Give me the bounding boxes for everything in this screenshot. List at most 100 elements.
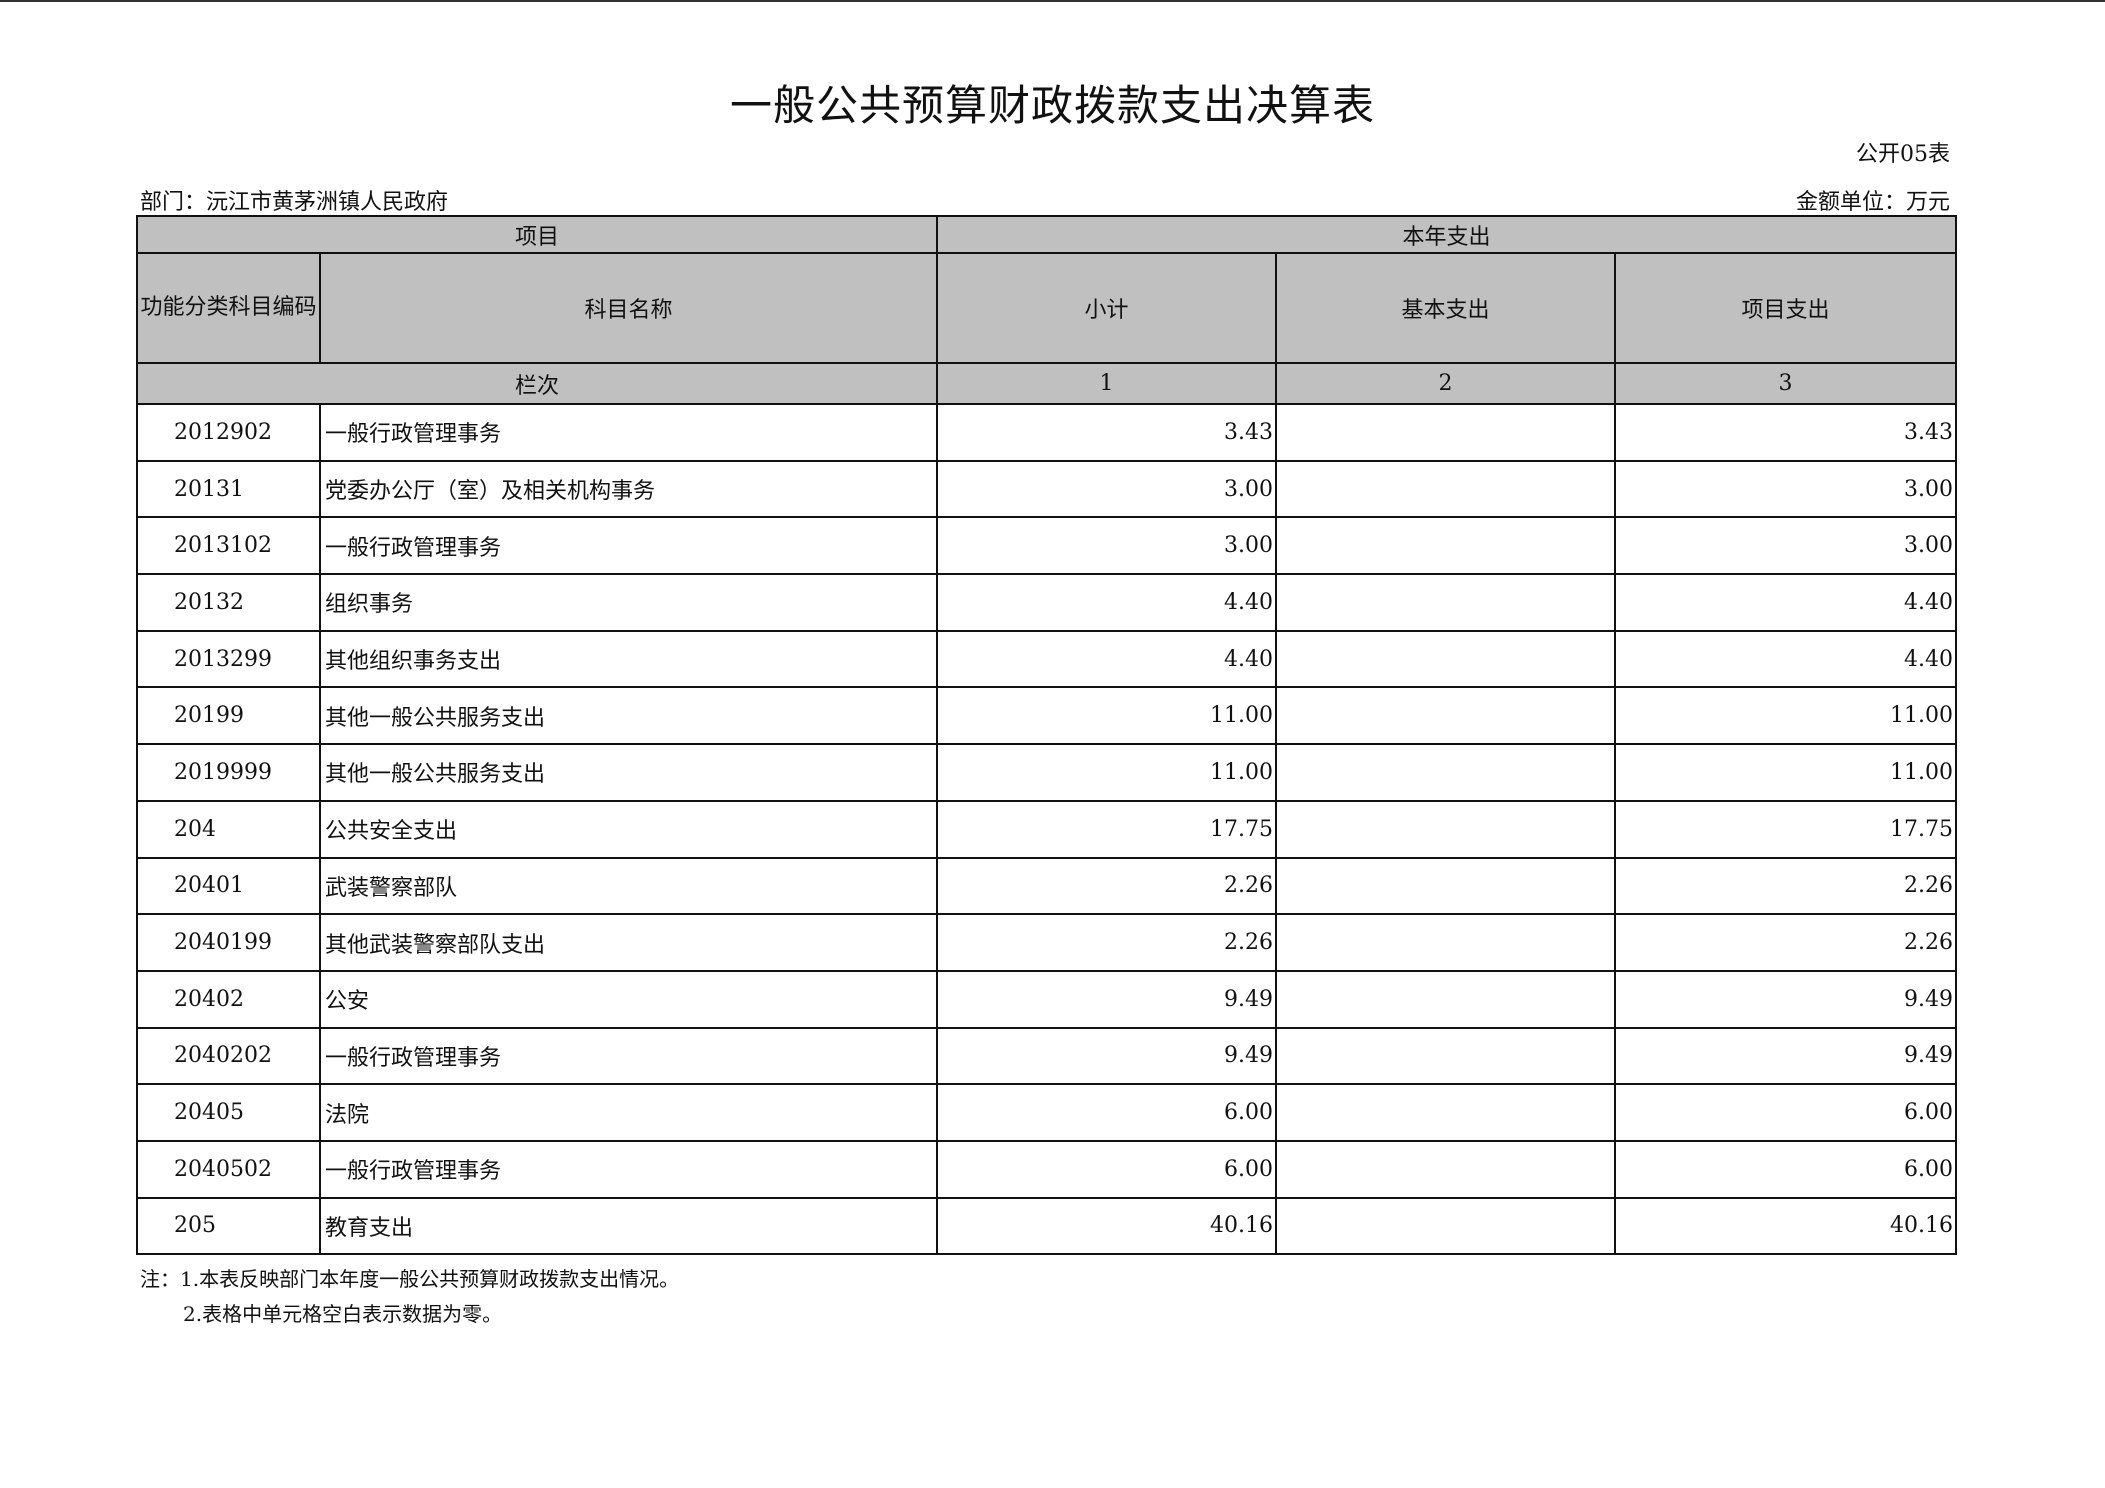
- cell-project: 6.00: [1614, 1139, 1958, 1199]
- cell-basic: [1275, 686, 1617, 746]
- cell-code: 20199: [136, 686, 321, 746]
- cell-code: 2012902: [136, 403, 321, 462]
- header-project-exp: 项目支出: [1614, 252, 1958, 364]
- header-name: 科目名称: [318, 252, 939, 364]
- cell-subtotal: 3.00: [936, 516, 1278, 576]
- cell-basic: [1275, 799, 1617, 859]
- cell-name: 党委办公厅（室）及相关机构事务: [318, 459, 939, 519]
- cell-code: 2019999: [136, 743, 321, 802]
- cell-project: 2.26: [1614, 856, 1958, 916]
- cell-project: 11.00: [1614, 743, 1958, 802]
- cell-code: 205: [136, 1196, 321, 1256]
- cell-project: 6.00: [1614, 1083, 1958, 1142]
- notes: 注：1.本表反映部门本年度一般公共预算财政拨款支出情况。 2.表格中单元格空白表…: [140, 1262, 679, 1332]
- cell-project: 4.40: [1614, 629, 1958, 689]
- cell-subtotal: 17.75: [936, 799, 1278, 859]
- cell-name: 公安: [318, 969, 939, 1029]
- cell-basic: [1275, 629, 1617, 689]
- cell-code: 2040502: [136, 1139, 321, 1199]
- cell-name: 组织事务: [318, 573, 939, 632]
- cell-subtotal: 6.00: [936, 1139, 1278, 1199]
- page-title: 一般公共预算财政拨款支出决算表: [729, 81, 1375, 130]
- cell-name: 其他组织事务支出: [318, 629, 939, 689]
- cell-basic: [1275, 743, 1617, 802]
- expenditure-table: 项目 本年支出 功能分类科目编码 科目名称 小计 基本支出 项目支出 栏次 1 …: [135, 215, 1958, 1256]
- unit-label: 金额单位：万元: [1795, 190, 1950, 215]
- cell-code: 20405: [136, 1083, 321, 1142]
- header-row-3: 栏次 1 2 3: [135, 362, 1958, 405]
- cell-code: 20401: [136, 856, 321, 916]
- cell-subtotal: 11.00: [936, 686, 1278, 746]
- top-border: [0, 0, 2105, 2]
- cell-project: 3.00: [1614, 459, 1958, 519]
- cell-basic: [1275, 459, 1617, 519]
- form-number: 公开05表: [1856, 142, 1950, 167]
- cell-subtotal: 40.16: [936, 1196, 1278, 1256]
- header-row-2: 功能分类科目编码 科目名称 小计 基本支出 项目支出: [136, 252, 1958, 364]
- cell-subtotal: 11.00: [936, 743, 1278, 802]
- table-row: 20401 武装警察部队 2.26 2.26: [136, 856, 1958, 916]
- cell-code: 204: [136, 799, 321, 859]
- cell-code: 20131: [136, 459, 321, 519]
- header-col2: 2: [1275, 362, 1617, 405]
- cell-code: 2040199: [136, 913, 321, 972]
- cell-name: 一般行政管理事务: [318, 516, 939, 576]
- cell-basic: [1275, 1196, 1617, 1256]
- header-column-order: 栏次: [135, 362, 939, 405]
- header-project: 项目: [135, 215, 939, 254]
- note-1: 注：1.本表反映部门本年度一般公共预算财政拨款支出情况。: [140, 1267, 680, 1291]
- table-row: 20402 公安 9.49 9.49: [136, 969, 1958, 1029]
- cell-name: 公共安全支出: [318, 799, 939, 859]
- cell-code: 2040202: [136, 1026, 321, 1086]
- cell-basic: [1275, 516, 1617, 576]
- cell-name: 法院: [318, 1083, 939, 1142]
- cell-code: 20402: [136, 969, 321, 1029]
- header-subtotal: 小计: [936, 252, 1278, 364]
- cell-name: 一般行政管理事务: [318, 403, 939, 462]
- cell-project: 2.26: [1614, 913, 1958, 972]
- cell-project: 11.00: [1614, 686, 1958, 746]
- cell-subtotal: 2.26: [936, 856, 1278, 916]
- cell-subtotal: 2.26: [936, 913, 1278, 972]
- cell-basic: [1275, 573, 1617, 632]
- header-col1: 1: [936, 362, 1278, 405]
- cell-subtotal: 3.00: [936, 459, 1278, 519]
- table-row: 20132 组织事务 4.40 4.40: [136, 573, 1958, 632]
- cell-subtotal: 3.43: [936, 403, 1278, 462]
- cell-project: 40.16: [1614, 1196, 1958, 1256]
- table-row: 2013102 一般行政管理事务 3.00 3.00: [136, 516, 1958, 576]
- cell-name: 一般行政管理事务: [318, 1026, 939, 1086]
- table-row: 2012902 一般行政管理事务 3.43 3.43: [136, 403, 1958, 462]
- table-row: 2040202 一般行政管理事务 9.49 9.49: [136, 1026, 1958, 1086]
- header-row-1: 项目 本年支出: [135, 215, 1958, 254]
- note-2: 2.表格中单元格空白表示数据为零。: [183, 1302, 503, 1326]
- cell-subtotal: 6.00: [936, 1083, 1278, 1142]
- department-label: 部门：沅江市黄茅洲镇人民政府: [140, 190, 449, 215]
- header-code: 功能分类科目编码: [136, 252, 321, 364]
- cell-project: 4.40: [1614, 573, 1958, 632]
- cell-code: 20132: [136, 573, 321, 632]
- cell-subtotal: 4.40: [936, 629, 1278, 689]
- cell-project: 17.75: [1614, 799, 1958, 859]
- table-row: 20131 党委办公厅（室）及相关机构事务 3.00 3.00: [136, 459, 1958, 519]
- cell-subtotal: 4.40: [936, 573, 1278, 632]
- cell-basic: [1275, 1026, 1617, 1086]
- cell-basic: [1275, 403, 1617, 462]
- table-row: 2040199 其他武装警察部队支出 2.26 2.26: [136, 913, 1958, 972]
- cell-name: 一般行政管理事务: [318, 1139, 939, 1199]
- table-row: 2013299 其他组织事务支出 4.40 4.40: [136, 629, 1958, 689]
- table-row: 2019999 其他一般公共服务支出 11.00 11.00: [136, 743, 1958, 802]
- cell-subtotal: 9.49: [936, 1026, 1278, 1086]
- cell-basic: [1275, 969, 1617, 1029]
- cell-basic: [1275, 856, 1617, 916]
- table-row: 20199 其他一般公共服务支出 11.00 11.00: [136, 686, 1958, 746]
- header-basic: 基本支出: [1275, 252, 1617, 364]
- cell-basic: [1275, 1083, 1617, 1142]
- cell-subtotal: 9.49: [936, 969, 1278, 1029]
- cell-project: 9.49: [1614, 1026, 1958, 1086]
- cell-name: 武装警察部队: [318, 856, 939, 916]
- cell-basic: [1275, 913, 1617, 972]
- cell-name: 其他武装警察部队支出: [318, 913, 939, 972]
- cell-project: 3.00: [1614, 516, 1958, 576]
- table-row: 2040502 一般行政管理事务 6.00 6.00: [136, 1139, 1958, 1199]
